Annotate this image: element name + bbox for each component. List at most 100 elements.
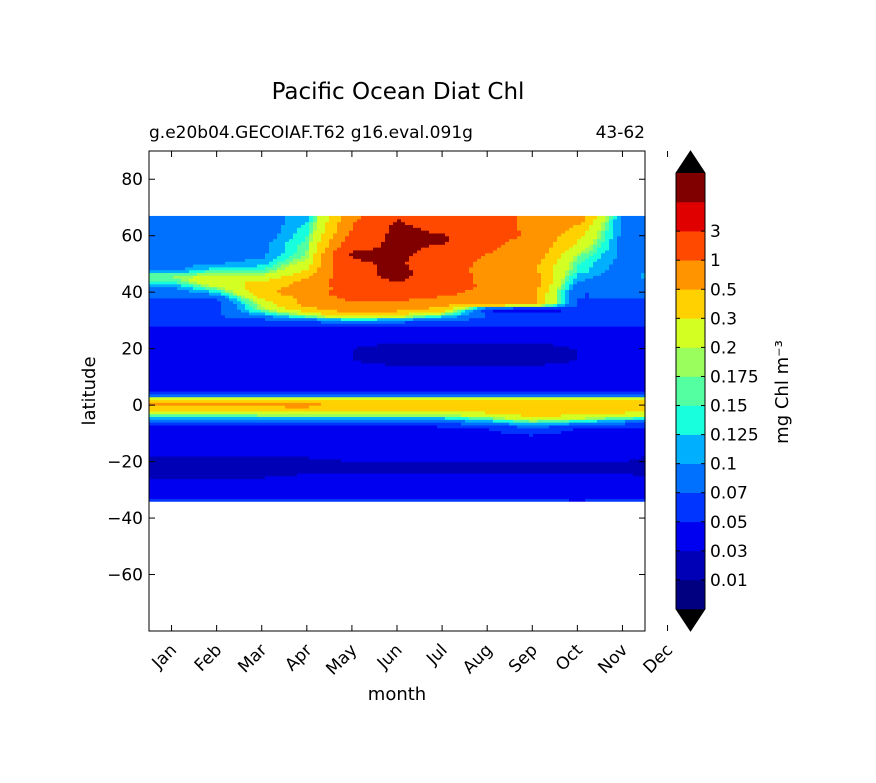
heatmap-cell (281, 461, 286, 466)
heatmap-cell (189, 487, 194, 491)
heatmap-cell (545, 444, 550, 449)
heatmap-cell (369, 430, 374, 434)
heatmap-cell (505, 470, 510, 474)
heatmap-cell (609, 475, 614, 480)
heatmap-cell (293, 481, 298, 485)
heatmap-cell (369, 472, 374, 477)
heatmap-cell (309, 444, 314, 449)
heatmap-cell (405, 450, 410, 454)
heatmap-cell (481, 470, 486, 474)
heatmap-cell (641, 424, 646, 429)
heatmap-cell (505, 498, 510, 502)
heatmap-cell (329, 484, 334, 488)
heatmap-cell (581, 478, 586, 482)
heatmap-cell (197, 455, 202, 460)
heatmap-cell (297, 453, 302, 457)
heatmap-cell (569, 470, 574, 474)
heatmap-cell (453, 444, 458, 449)
heatmap-cell (613, 481, 618, 485)
heatmap-cell (157, 453, 162, 457)
heatmap-cell (257, 450, 262, 454)
heatmap-cell (281, 453, 286, 457)
heatmap-cell (433, 455, 438, 460)
heatmap-cell (549, 487, 554, 491)
heatmap-cell (393, 492, 398, 497)
heatmap-cell (233, 478, 238, 482)
heatmap-cell (265, 436, 270, 440)
heatmap-cell (289, 498, 294, 502)
heatmap-cell (585, 453, 590, 457)
heatmap-cell (377, 453, 382, 457)
heatmap-cell (169, 467, 174, 471)
heatmap-cell (149, 489, 154, 494)
heatmap-cell (313, 461, 318, 466)
heatmap-cell (205, 475, 210, 480)
heatmap-cell (469, 430, 474, 434)
heatmap-cell (225, 447, 230, 451)
heatmap-cell (325, 498, 330, 502)
heatmap-cell (557, 450, 562, 454)
heatmap-cell (317, 424, 322, 429)
heatmap-cell (549, 478, 554, 482)
heatmap-cell (537, 433, 542, 437)
heatmap-cell (201, 436, 206, 440)
heatmap-cell (245, 444, 250, 449)
heatmap-cell (481, 484, 486, 488)
heatmap-cell (433, 427, 438, 432)
heatmap-cell (485, 489, 490, 494)
heatmap-cell (533, 492, 538, 497)
heatmap-cell (557, 467, 562, 471)
heatmap-cell (425, 489, 430, 494)
heatmap-cell (561, 475, 566, 480)
heatmap-cell (381, 475, 386, 480)
heatmap-cell (313, 470, 318, 474)
heatmap-cell (409, 447, 414, 451)
heatmap-cell (449, 470, 454, 474)
heatmap-cell (365, 481, 370, 485)
heatmap-cell (337, 481, 342, 485)
heatmap-cell (541, 489, 546, 494)
heatmap-cell (301, 487, 306, 491)
heatmap-cell (365, 472, 370, 477)
heatmap-cell (641, 470, 646, 474)
heatmap-cell (429, 492, 434, 497)
heatmap-cell (637, 470, 642, 474)
heatmap-cell (241, 484, 246, 488)
heatmap-cell (273, 458, 278, 463)
heatmap-cell (413, 498, 418, 502)
heatmap-cell (245, 441, 250, 446)
heatmap-cell (413, 424, 418, 429)
heatmap-cell (413, 453, 418, 457)
heatmap-cell (357, 458, 362, 463)
heatmap-cell (193, 424, 198, 429)
heatmap-cell (381, 484, 386, 488)
heatmap-cell (581, 461, 586, 466)
heatmap-cell (169, 433, 174, 437)
heatmap-cell (369, 450, 374, 454)
heatmap-cell (565, 475, 570, 480)
heatmap-cell (233, 467, 238, 471)
heatmap-cell (317, 458, 322, 463)
heatmap-cell (169, 492, 174, 497)
heatmap-cell (461, 427, 466, 432)
heatmap-cell (385, 461, 390, 466)
heatmap-cell (541, 436, 546, 440)
heatmap-cell (357, 447, 362, 451)
heatmap-cell (453, 489, 458, 494)
heatmap-cell (341, 467, 346, 471)
heatmap-cell (637, 492, 642, 497)
heatmap-cell (217, 441, 222, 446)
heatmap-cell (573, 436, 578, 440)
heatmap-cell (181, 475, 186, 480)
heatmap-cell (369, 444, 374, 449)
heatmap-cell (221, 439, 226, 443)
heatmap-cell (561, 470, 566, 474)
heatmap-cell (221, 498, 226, 502)
heatmap-cell (485, 458, 490, 463)
heatmap-cell (353, 430, 358, 434)
heatmap-cell (149, 470, 154, 474)
heatmap-cell (189, 450, 194, 454)
heatmap-cell (185, 424, 190, 429)
heatmap-cell (477, 464, 482, 468)
heatmap-cell (241, 424, 246, 429)
